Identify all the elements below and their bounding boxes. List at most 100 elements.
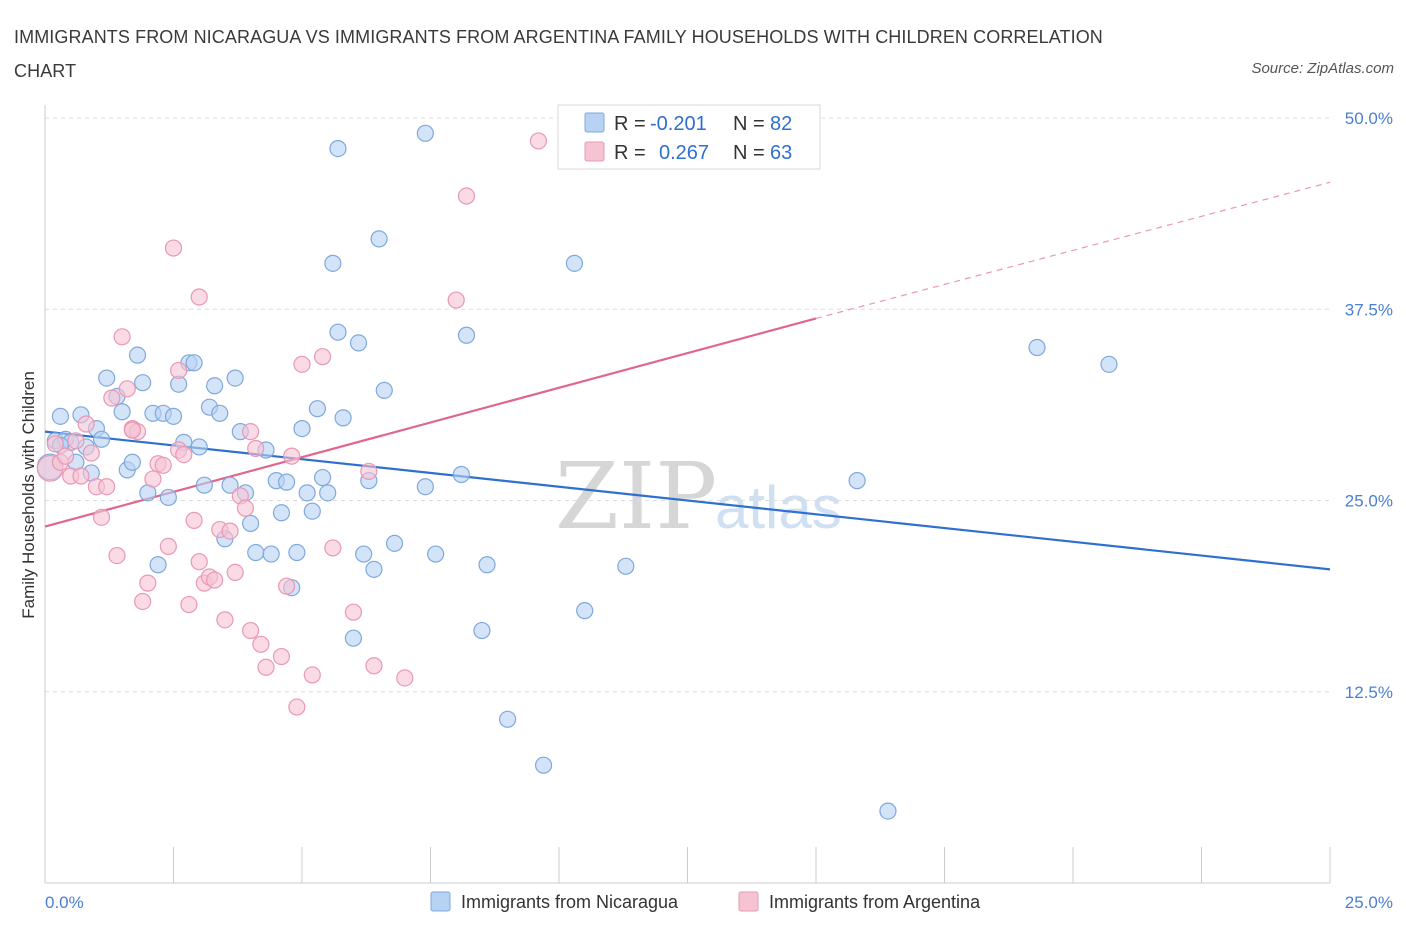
point-argentina — [159, 537, 177, 556]
point-nicaragua — [879, 802, 897, 820]
legend-r-label-1: R = — [614, 113, 646, 135]
point-argentina — [283, 447, 301, 465]
point-argentina — [303, 666, 321, 684]
point-nicaragua — [534, 756, 553, 774]
watermark-atlas: atlas — [715, 474, 842, 541]
point-nicaragua — [473, 621, 491, 640]
point-argentina — [180, 595, 198, 614]
point-argentina — [447, 291, 465, 309]
point-argentina — [190, 553, 208, 571]
legend-n-label-2: N = — [733, 142, 765, 164]
point-nicaragua — [98, 369, 116, 387]
point-nicaragua — [92, 430, 111, 448]
point-nicaragua — [226, 369, 244, 387]
legend-n-value-2: 63 — [770, 142, 792, 164]
point-argentina — [206, 571, 224, 589]
point-argentina — [134, 592, 152, 611]
point-argentina — [144, 470, 162, 488]
watermark-zip: ZIP — [555, 443, 717, 550]
point-argentina — [242, 621, 260, 640]
point-nicaragua — [319, 484, 337, 502]
bottom-legend-label-argentina: Immigrants from Argentina — [769, 892, 981, 912]
point-nicaragua — [272, 504, 291, 522]
point-nicaragua — [416, 124, 434, 142]
point-argentina — [324, 539, 342, 557]
legend-swatch-nicaragua — [584, 112, 605, 133]
point-nicaragua — [277, 473, 296, 491]
point-nicaragua — [370, 230, 388, 248]
point-nicaragua — [617, 557, 635, 575]
point-nicaragua — [262, 545, 280, 563]
point-nicaragua — [308, 400, 327, 418]
chart-source: Source: ZipAtlas.com — [1251, 60, 1394, 77]
bottom-legend-swatch-nicaragua — [430, 891, 451, 912]
point-argentina — [247, 439, 265, 458]
point-nicaragua — [457, 326, 476, 344]
point-nicaragua — [1100, 355, 1118, 373]
point-argentina — [457, 187, 476, 205]
point-argentina — [257, 658, 275, 676]
point-argentina — [216, 611, 234, 629]
legend-r-value-1: -0.201 — [650, 113, 707, 135]
point-argentina — [313, 348, 332, 366]
point-argentina — [154, 456, 172, 474]
point-nicaragua — [195, 476, 213, 494]
point-nicaragua — [349, 334, 368, 352]
point-nicaragua — [499, 710, 517, 728]
point-argentina — [365, 657, 383, 675]
point-argentina — [529, 132, 548, 150]
series-legend: Immigrants from Nicaragua Immigrants fro… — [430, 891, 981, 912]
y-tick-label: 25.0% — [1345, 492, 1393, 511]
point-nicaragua — [298, 484, 316, 502]
point-argentina — [226, 563, 244, 582]
point-argentina — [46, 435, 64, 453]
legend-r-label-2: R = — [614, 142, 646, 164]
point-nicaragua — [375, 381, 393, 399]
point-nicaragua — [113, 403, 131, 421]
point-argentina — [113, 328, 131, 346]
point-nicaragua — [344, 629, 362, 647]
point-nicaragua — [159, 488, 177, 507]
point-nicaragua — [416, 478, 434, 496]
point-nicaragua — [1028, 338, 1046, 357]
legend-n-value-1: 82 — [770, 113, 792, 135]
point-argentina — [98, 478, 116, 496]
point-nicaragua — [164, 407, 183, 425]
point-argentina — [221, 522, 239, 540]
point-nicaragua — [324, 254, 342, 272]
point-nicaragua — [242, 514, 260, 533]
point-nicaragua — [206, 377, 224, 395]
point-nicaragua — [123, 453, 141, 471]
point-argentina — [56, 447, 75, 465]
point-argentina — [293, 355, 311, 373]
point-nicaragua — [185, 354, 203, 372]
point-argentina — [139, 574, 157, 592]
point-argentina — [288, 698, 306, 716]
point-nicaragua — [293, 419, 311, 438]
point-nicaragua — [51, 407, 70, 425]
x-tick-label: 0.0% — [45, 893, 84, 912]
axes: 12.5% 25.0% 37.5% 50.0% 0.0% 25.0% — [44, 105, 1393, 912]
point-nicaragua — [190, 438, 208, 456]
point-argentina — [108, 546, 126, 565]
legend-r-value-2: 0.267 — [659, 142, 709, 164]
point-argentina — [242, 423, 260, 441]
y-tick-label: 50.0% — [1345, 109, 1393, 128]
bottom-legend-swatch-argentina — [738, 891, 759, 912]
point-argentina — [396, 669, 414, 687]
point-nicaragua — [329, 323, 347, 341]
point-nicaragua — [576, 602, 594, 620]
x-tick-label: 25.0% — [1345, 893, 1393, 912]
point-nicaragua — [247, 543, 265, 562]
point-nicaragua — [848, 472, 866, 490]
point-argentina — [118, 380, 136, 398]
point-nicaragua — [211, 404, 229, 422]
y-axis-label: Family Households with Children — [19, 371, 38, 619]
point-nicaragua — [365, 560, 383, 578]
point-argentina — [344, 603, 362, 621]
point-nicaragua — [221, 476, 239, 494]
point-nicaragua — [355, 545, 373, 563]
point-argentina — [277, 577, 296, 595]
point-argentina — [164, 239, 183, 257]
